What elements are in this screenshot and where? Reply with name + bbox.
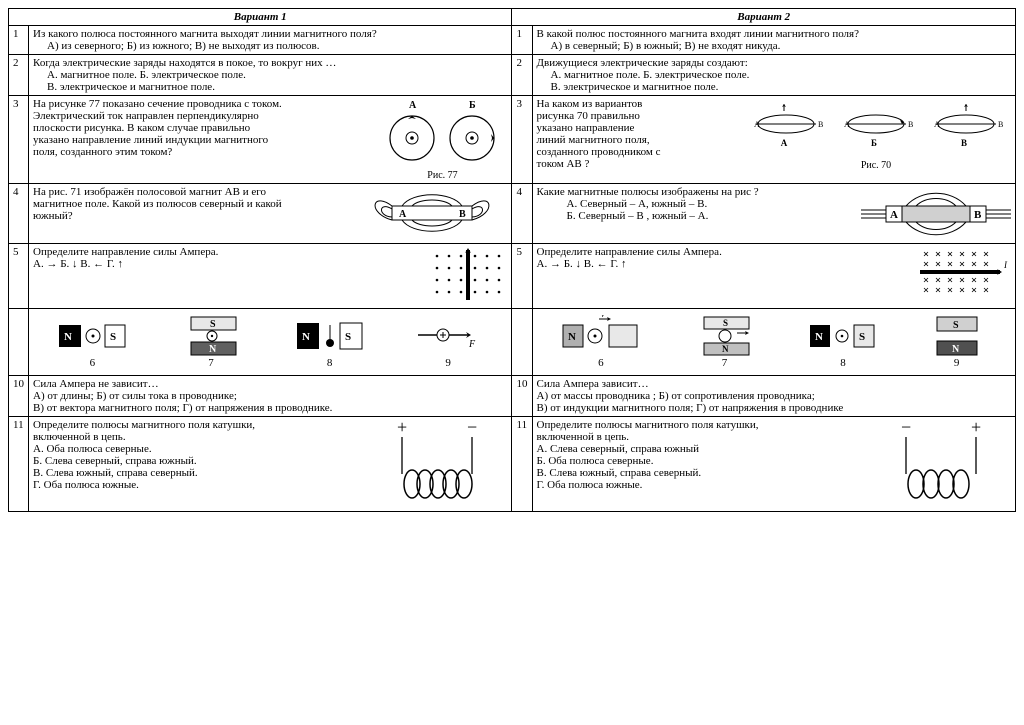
svg-text:S: S bbox=[859, 331, 865, 343]
svg-text:А: А bbox=[399, 209, 407, 220]
v1-q4: А В На рис. 71 изображён полосовой магни… bbox=[29, 184, 512, 244]
svg-text:F: F bbox=[468, 339, 476, 350]
svg-text:B: B bbox=[998, 120, 1003, 129]
fig-ampere-dots bbox=[427, 246, 507, 306]
variant1-header: Вариант 1 bbox=[9, 9, 512, 26]
v2-q11: − + Определите полюсы магнитного поля ка… bbox=[532, 417, 1015, 512]
v2-q1-num: 1 bbox=[512, 26, 532, 55]
v1-q11: + − Определите полюсы магнитного поля ка… bbox=[29, 417, 512, 512]
fig-70: A B А A B Б A B В bbox=[741, 98, 1011, 171]
v1-q5: Определите направление силы Ампера. А. →… bbox=[29, 244, 512, 309]
v2-q10: Сила Ампера зависит… А) от массы проводн… bbox=[532, 376, 1015, 417]
svg-text:−: − bbox=[901, 419, 911, 437]
v2-q5: I Определите направление силы Ампера. А.… bbox=[532, 244, 1015, 309]
svg-text:А: А bbox=[409, 100, 417, 111]
svg-text:В: В bbox=[459, 209, 466, 220]
svg-text:Б: Б bbox=[871, 138, 877, 148]
v1-q1: Из какого полюса постоянного магнита вых… bbox=[29, 26, 512, 55]
svg-text:N: N bbox=[722, 344, 729, 354]
svg-text:A: A bbox=[844, 120, 850, 129]
v2-q3: A B А A B Б A B В bbox=[532, 96, 1015, 184]
fig-coil-2: − + bbox=[871, 419, 1011, 509]
svg-text:S: S bbox=[345, 331, 351, 343]
v2-fig8: N S 8 bbox=[808, 315, 878, 369]
svg-text:S: S bbox=[723, 318, 728, 328]
v2-q4: А В Какие магнитные полюсы изображены на… bbox=[532, 184, 1015, 244]
v1-q10: Сила Ампера не зависит… А) от длины; Б) … bbox=[29, 376, 512, 417]
v2-fig7: S N 7 bbox=[689, 315, 759, 369]
v1-fig7: S N 7 bbox=[176, 315, 246, 369]
v1-fig8: N S 8 bbox=[295, 315, 365, 369]
worksheet-table: Вариант 1 Вариант 2 1 Из какого полюса п… bbox=[8, 8, 1016, 512]
svg-text:+: + bbox=[397, 419, 407, 437]
fig-ampere-cross: I bbox=[916, 246, 1011, 296]
v1-q3: А Б Рис. 77 На рисунке 77 показано сечен… bbox=[29, 96, 512, 184]
svg-text:А: А bbox=[781, 138, 788, 148]
v1-q2: Когда электрические заряды находятся в п… bbox=[29, 55, 512, 96]
svg-text:S: S bbox=[210, 319, 216, 330]
fig-bar-magnet-2: А В bbox=[861, 186, 1011, 241]
v2-fig9: S N 9 bbox=[927, 315, 987, 369]
v1-row6-9: N S 6 S N 7 N bbox=[29, 309, 512, 376]
v2-row6-9: N v 6 S N 7 bbox=[532, 309, 1015, 376]
v1-fig9: F 9 bbox=[413, 315, 483, 369]
svg-text:Б: Б bbox=[469, 100, 476, 111]
svg-text:v: v bbox=[601, 315, 605, 319]
svg-text:S: S bbox=[953, 320, 959, 331]
svg-text:B: B bbox=[818, 120, 823, 129]
v2-fig6: N v 6 bbox=[561, 315, 641, 369]
fig-77: А Б Рис. 77 bbox=[377, 98, 507, 181]
svg-text:N: N bbox=[815, 331, 823, 343]
svg-text:−: − bbox=[467, 419, 477, 437]
svg-text:N: N bbox=[209, 344, 217, 355]
svg-text:N: N bbox=[302, 331, 310, 343]
fig-bar-magnet-1: А В bbox=[357, 186, 507, 241]
svg-text:N: N bbox=[568, 331, 576, 343]
svg-text:A: A bbox=[934, 120, 940, 129]
svg-text:В: В bbox=[974, 209, 982, 221]
v2-q1: В какой полюс постоянного магнита входят… bbox=[532, 26, 1015, 55]
svg-text:I: I bbox=[1003, 260, 1008, 270]
v1-q1-num: 1 bbox=[9, 26, 29, 55]
fig-coil-1: + − bbox=[367, 419, 507, 509]
svg-text:N: N bbox=[64, 331, 72, 343]
svg-text:B: B bbox=[908, 120, 913, 129]
svg-text:В: В bbox=[961, 138, 967, 148]
svg-text:А: А bbox=[890, 209, 898, 221]
svg-text:N: N bbox=[952, 344, 960, 355]
v2-q2: Движущиеся электрические заряды создают:… bbox=[532, 55, 1015, 96]
v1-fig6: N S 6 bbox=[57, 315, 127, 369]
variant2-header: Вариант 2 bbox=[512, 9, 1016, 26]
svg-text:A: A bbox=[754, 120, 760, 129]
svg-text:+: + bbox=[971, 419, 981, 437]
svg-text:S: S bbox=[110, 331, 116, 343]
